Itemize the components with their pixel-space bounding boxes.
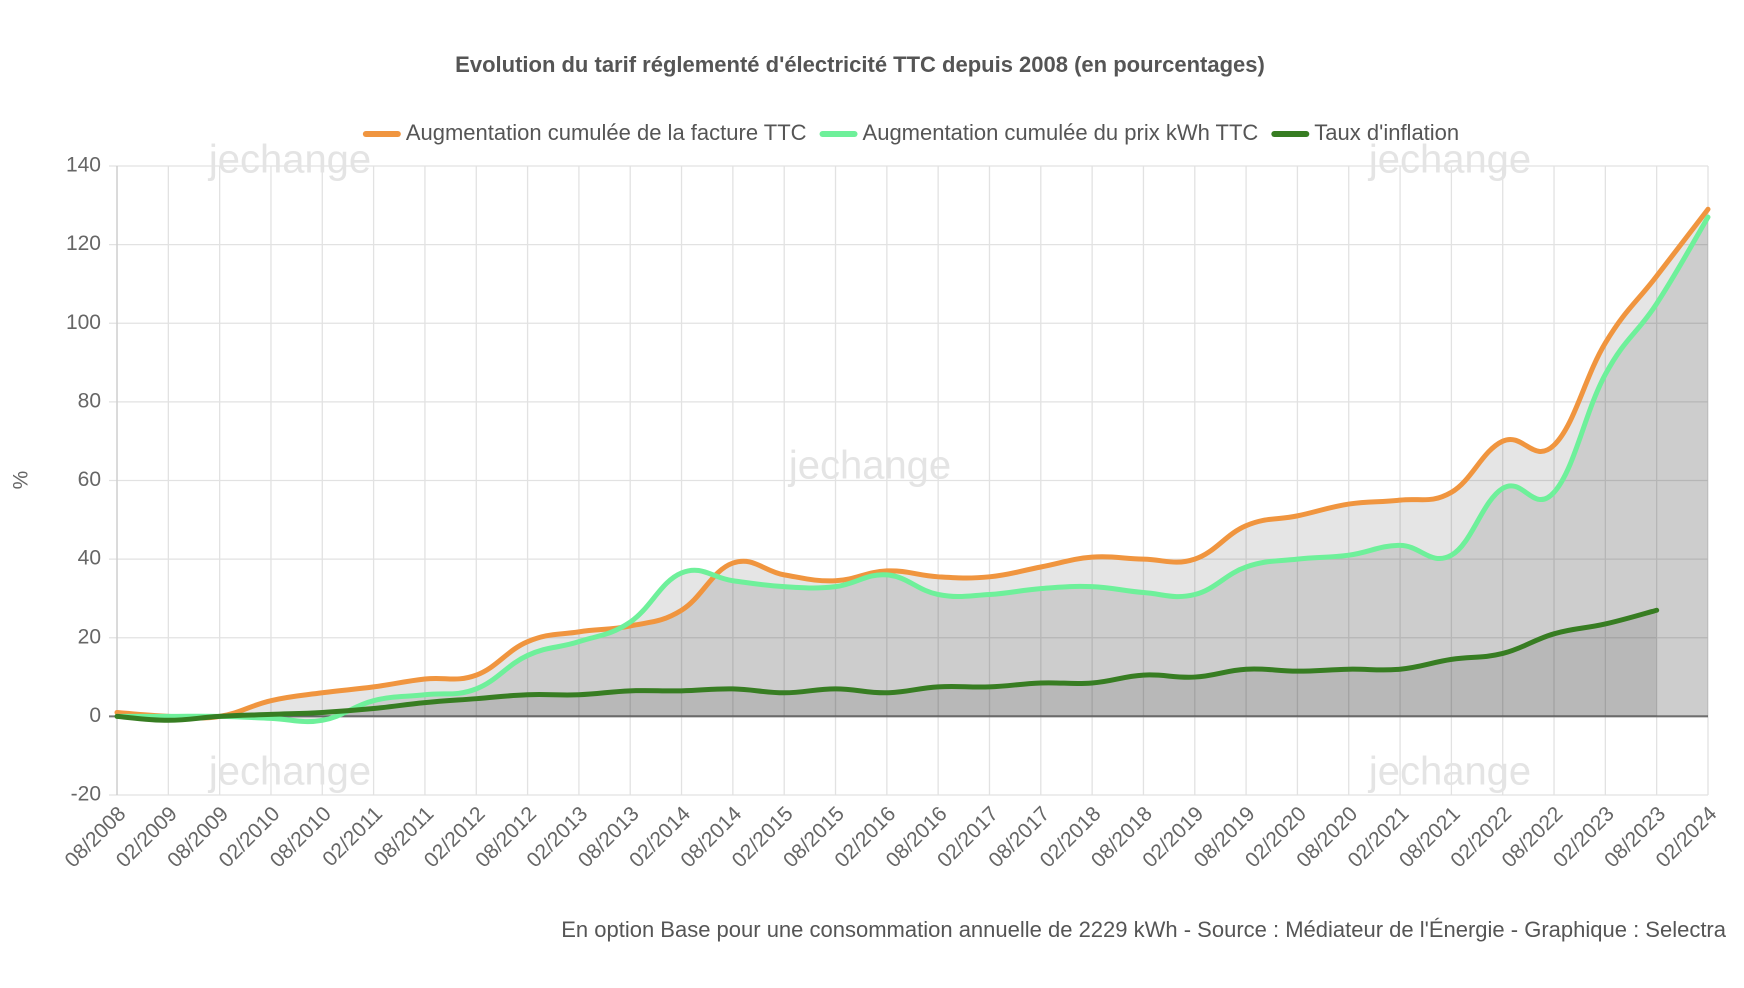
y-tick-label: 40 <box>78 547 101 570</box>
grid <box>109 165 1709 796</box>
line <box>114 206 1711 721</box>
line <box>114 214 1711 725</box>
y-tick-label: 0 <box>89 704 101 727</box>
areas <box>117 209 1708 722</box>
watermark: jechange <box>1368 138 1531 182</box>
y-tick-label: 100 <box>66 311 101 334</box>
y-tick-label: 140 <box>66 154 101 177</box>
area <box>117 610 1657 721</box>
watermark: jechange <box>208 750 371 794</box>
line <box>114 607 1660 723</box>
y-tick-label: 80 <box>78 389 101 412</box>
area <box>117 217 1708 722</box>
watermark: jechange <box>208 138 371 182</box>
watermark: jechange <box>1368 750 1531 794</box>
y-tick-label: -20 <box>71 783 101 806</box>
area <box>117 209 1708 718</box>
footnote: En option Base pour une consommation ann… <box>561 917 1727 942</box>
legend-label: Augmentation cumulée de la facture TTC <box>406 120 807 145</box>
lines <box>114 206 1711 725</box>
legend: Augmentation cumulée de la facture TTC Au… <box>362 120 1459 145</box>
watermark: jechange <box>788 444 951 488</box>
y-axis-label: % <box>10 471 33 490</box>
y-tick-label: 120 <box>66 232 101 255</box>
legend-label: Augmentation cumulée du prix kWh TTC <box>863 120 1259 145</box>
y-tick-label: 20 <box>78 625 101 648</box>
legend-label: Taux d'inflation <box>1314 120 1459 145</box>
y-tick-label: 60 <box>78 468 101 491</box>
chart-title: Evolution du tarif réglementé d'électric… <box>455 52 1265 77</box>
